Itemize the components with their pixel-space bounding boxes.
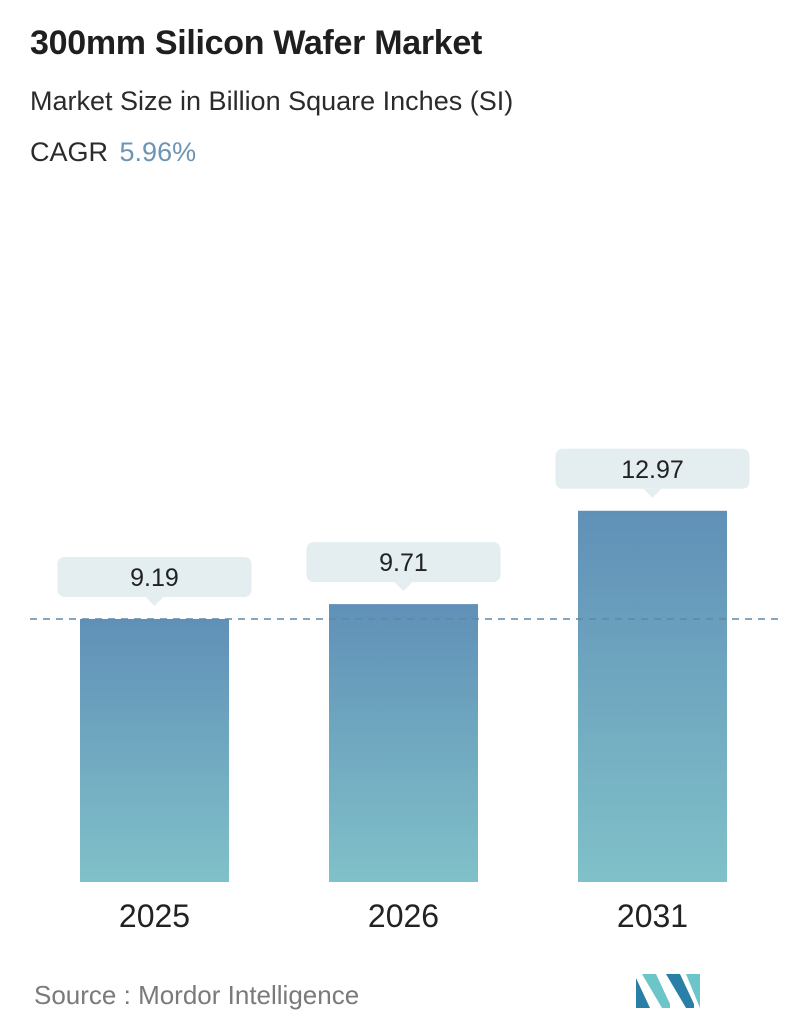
mordor-intelligence-logo-icon [636,974,700,1008]
value-label-pointer-2025 [145,596,164,606]
value-label-pointer-2026 [394,582,413,592]
bar-2031 [578,510,727,882]
value-label-2025: 9.19 [130,564,179,592]
chart-subtitle: Market Size in Billion Square Inches (SI… [30,86,514,116]
cagr-value: 5.96% [119,137,197,167]
bar-2025 [80,618,229,882]
source-name: Mordor Intelligence [138,980,360,1010]
x-tick-label-2031: 2031 [617,898,688,934]
bar-2026 [329,604,478,882]
value-label-box-2031 [555,448,750,489]
chart-title: 300mm Silicon Wafer Market [30,24,482,62]
value-label-pointer-2031 [643,488,662,498]
cagr-label: CAGR [30,137,109,167]
source-line: Source : Mordor Intelligence [34,980,359,1011]
bar-chart: 9.19 2025 9.71 2026 12.97 2031 [30,448,780,934]
value-label-2031: 12.97 [621,456,684,484]
value-label-box-2025 [57,556,252,597]
value-label-2026: 9.71 [379,549,428,577]
x-tick-label-2025: 2025 [119,898,190,934]
source-label: Source : [34,980,131,1010]
value-label-box-2026 [306,542,501,583]
x-tick-label-2026: 2026 [368,898,439,934]
cagr-line: CAGR 5.96% [30,137,196,168]
